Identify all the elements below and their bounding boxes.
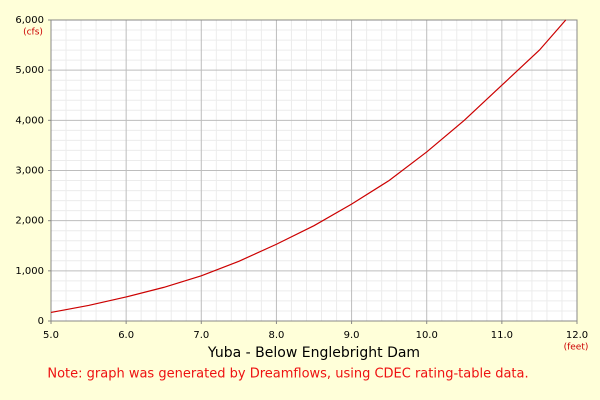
x-tick-label: 7.0 [193,330,209,341]
y-tick-label: 6,000 [15,15,44,26]
y-axis-label: (cfs) [23,28,43,38]
x-tick-label: 10.0 [416,330,438,341]
x-tick-label: 8.0 [268,330,284,341]
x-tick-label: 5.0 [43,330,59,341]
line [50,19,567,314]
y-tick-label: 0 [38,316,44,327]
y-tick-label: 5,000 [15,65,44,76]
x-tick-label: 9.0 [344,330,360,341]
y-tick-label: 1,000 [15,266,44,277]
x-tick-label: 11.0 [491,330,513,341]
y-tick-label: 4,000 [15,115,44,126]
grid [50,19,578,322]
note: Note: graph was generated by Dreamflows,… [47,367,528,382]
y-tick-label: 3,000 [15,166,44,177]
y-tick-label: 2,000 [15,216,44,227]
x-axis-label: (feet) [564,343,589,353]
x-tick-label: 6.0 [118,330,134,341]
chart-title: Yuba - Below Englebright Dam [207,345,420,361]
x-tick-label: 12.0 [566,330,588,341]
